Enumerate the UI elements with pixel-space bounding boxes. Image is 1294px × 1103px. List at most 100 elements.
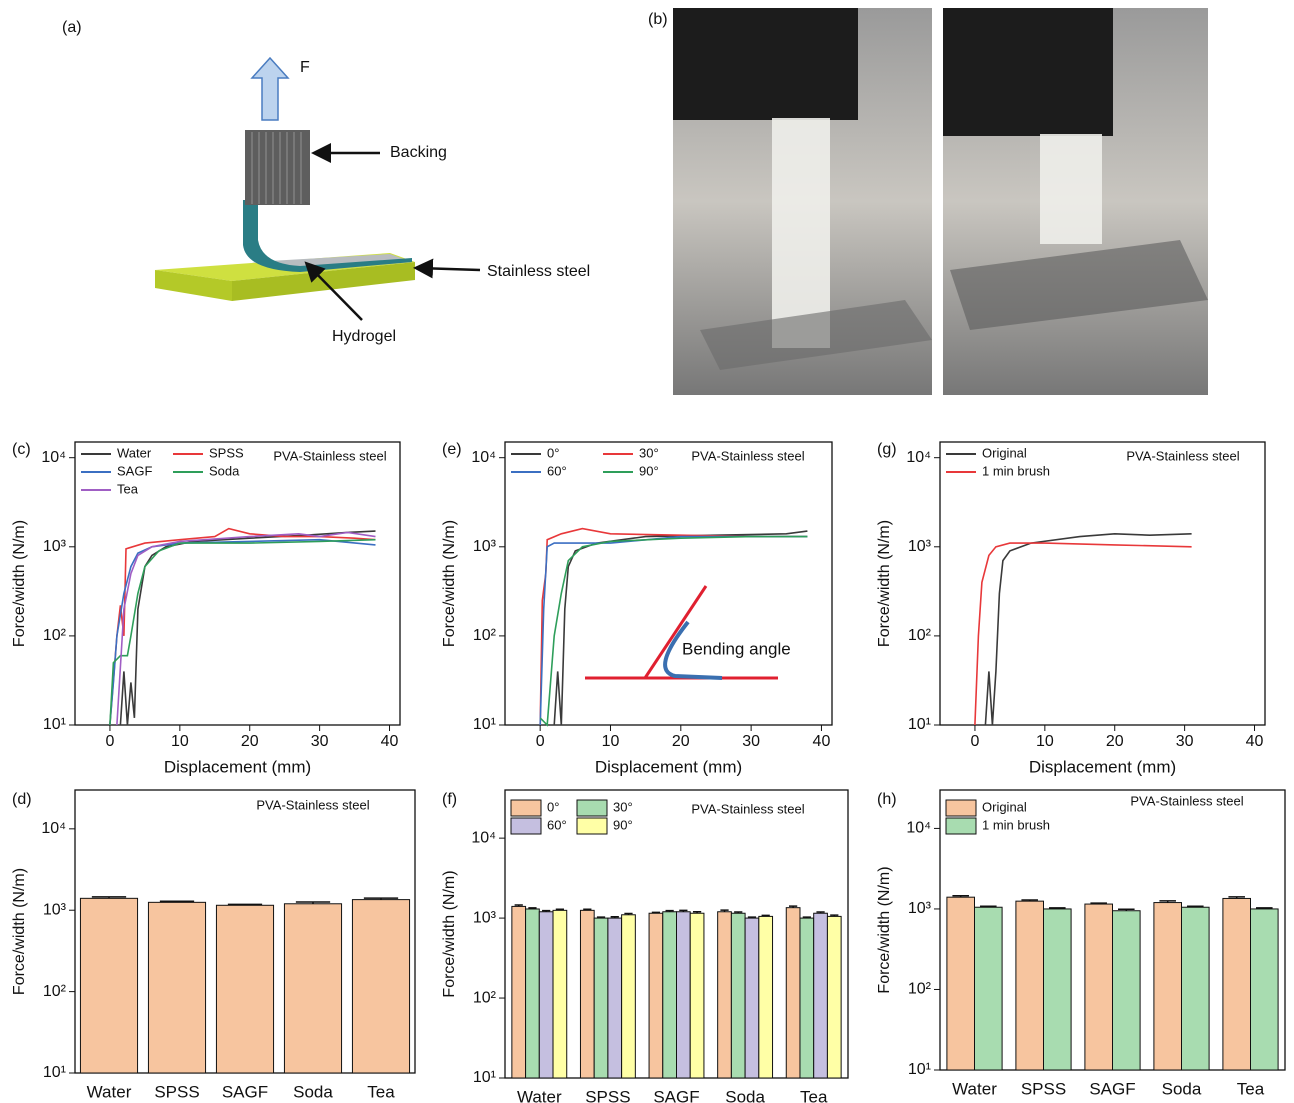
- bar: [526, 909, 540, 1078]
- panel-label: (b): [648, 11, 668, 28]
- legend-swatch: [577, 800, 607, 816]
- x-tick-label: 10: [602, 733, 620, 750]
- x-axis-label: Displacement (mm): [595, 757, 742, 776]
- force-arrow: [252, 58, 288, 120]
- y-tick-label: 10³: [43, 538, 67, 555]
- y-tick-label: 10⁴: [471, 829, 496, 846]
- y-tick-label: 10³: [908, 900, 932, 917]
- x-tick-label: 20: [672, 733, 690, 750]
- x-tick-label: SPSS: [585, 1087, 630, 1103]
- legend-label: Water: [117, 445, 152, 460]
- line: [540, 537, 807, 725]
- x-tick-label: 40: [381, 733, 399, 750]
- y-tick-label: 10²: [43, 627, 67, 644]
- annotation: PVA-Stainless steel: [1130, 793, 1243, 808]
- line: [117, 532, 376, 725]
- legend-label: 0°: [547, 799, 559, 814]
- bar: [800, 918, 814, 1078]
- line: [110, 540, 376, 725]
- legend-label: 30°: [613, 799, 633, 814]
- bar: [1085, 904, 1113, 1070]
- legend-label: Original: [982, 445, 1027, 460]
- y-axis-label: Force/width (N/m): [441, 870, 458, 997]
- y-tick-label: 10¹: [473, 716, 496, 733]
- inset-line: [645, 586, 706, 678]
- label: Hydrogel: [332, 328, 396, 345]
- panel-label: (e): [442, 441, 462, 458]
- legend-label: Tea: [117, 481, 139, 496]
- x-tick-label: 40: [813, 733, 831, 750]
- bar: [1113, 911, 1141, 1070]
- x-tick-label: Tea: [800, 1087, 828, 1103]
- bar: [284, 904, 341, 1073]
- x-tick-label: 10: [1036, 733, 1054, 750]
- bar: [608, 918, 622, 1078]
- bar: [1251, 909, 1279, 1070]
- x-tick-label: SPSS: [154, 1082, 199, 1101]
- annotation: PVA-Stainless steel: [256, 797, 369, 812]
- y-tick-label: 10³: [43, 901, 67, 918]
- bar: [1154, 903, 1182, 1070]
- bar: [690, 913, 704, 1078]
- x-tick-label: 20: [241, 733, 259, 750]
- x-tick-label: 30: [1176, 733, 1194, 750]
- x-tick-label: Tea: [1237, 1079, 1265, 1098]
- x-axis-label: Displacement (mm): [1029, 757, 1176, 776]
- legend-label: Original: [982, 799, 1027, 814]
- y-tick-label: 10²: [473, 989, 497, 1006]
- inset: [585, 586, 778, 678]
- photos: (b): [648, 8, 1208, 395]
- annotation: PVA-Stainless steel: [273, 448, 386, 463]
- x-tick-label: 10: [171, 733, 189, 750]
- plot-frame: [505, 442, 832, 725]
- y-tick-label: 10³: [473, 909, 497, 926]
- bar: [352, 900, 409, 1073]
- x-tick-label: 0: [970, 733, 979, 750]
- photo-sample: [1040, 134, 1102, 244]
- x-tick-label: Water: [87, 1082, 132, 1101]
- bar: [827, 916, 841, 1078]
- y-tick-label: 10¹: [43, 716, 66, 733]
- bar: [975, 907, 1003, 1070]
- bar: [622, 915, 636, 1078]
- bar: [553, 910, 567, 1078]
- bar: [718, 912, 732, 1078]
- page: (a) F Backing Stainless steel Hydrogel (…: [0, 0, 1294, 1103]
- panel-label: (a): [62, 19, 82, 36]
- y-tick-label: 10³: [473, 538, 497, 555]
- arrow: [418, 268, 480, 270]
- y-tick-label: 10⁴: [906, 820, 931, 837]
- y-axis-label: Force/width (N/m): [441, 520, 458, 647]
- panel-label: (f): [442, 791, 457, 808]
- annotation: PVA-Stainless steel: [691, 801, 804, 816]
- bar: [947, 897, 975, 1070]
- legend-label: 60°: [547, 463, 567, 478]
- panel-label: (h): [877, 791, 897, 808]
- legend-label: 1 min brush: [982, 463, 1050, 478]
- y-tick-label: 10⁴: [41, 820, 66, 837]
- bar: [814, 913, 828, 1078]
- photo-clamp: [943, 8, 1113, 136]
- x-tick-label: SPSS: [1021, 1079, 1066, 1098]
- legend-label: 90°: [613, 817, 633, 832]
- x-tick-label: 0: [105, 733, 114, 750]
- bar: [580, 910, 594, 1078]
- y-axis-label: Force/width (N/m): [876, 520, 893, 647]
- legend-label: 1 min brush: [982, 817, 1050, 832]
- y-tick-label: 10⁴: [906, 449, 931, 466]
- y-axis-label: Force/width (N/m): [11, 868, 28, 995]
- y-tick-label: 10²: [43, 983, 67, 1000]
- label: Backing: [390, 144, 447, 161]
- legend-label: 90°: [639, 463, 659, 478]
- y-tick-label: 10⁴: [41, 449, 66, 466]
- bar: [649, 913, 663, 1078]
- x-tick-label: 20: [1106, 733, 1124, 750]
- annotation: PVA-Stainless steel: [1126, 448, 1239, 463]
- bar: [1182, 907, 1210, 1070]
- line: [120, 531, 375, 725]
- x-tick-label: 30: [742, 733, 760, 750]
- bar: [745, 918, 759, 1078]
- legend-label: SAGF: [117, 463, 152, 478]
- bar: [1016, 901, 1044, 1070]
- panel-label: (d): [12, 791, 32, 808]
